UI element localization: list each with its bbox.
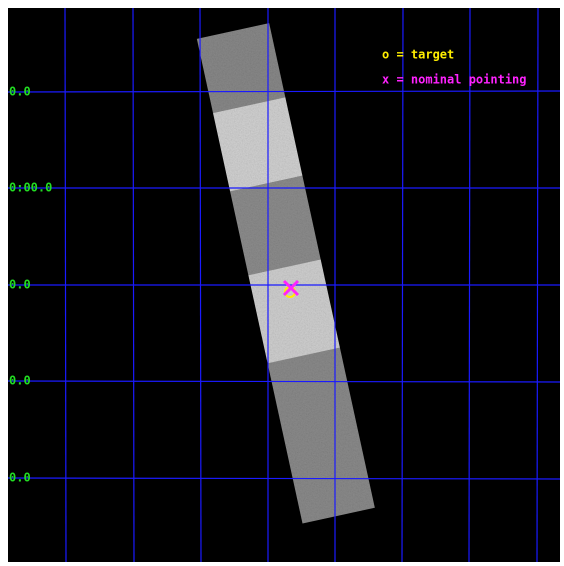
axis-labels: 0.0 0:00.0 0.0 0.0 0.0 [9, 85, 52, 485]
axis-label: 0.0 [9, 471, 31, 485]
dark-band [267, 347, 375, 524]
grid-line [7, 477, 561, 480]
dark-band [230, 175, 321, 276]
dark-band [196, 23, 286, 114]
light-band [213, 97, 303, 192]
axis-label: 0.0 [9, 374, 31, 388]
axis-label: 0.0 [9, 278, 31, 292]
nominal-pointing-marker [282, 279, 300, 297]
grid-line [7, 90, 561, 93]
grid-line [7, 380, 561, 383]
coordinate-grid [7, 7, 561, 563]
axis-label: 0.0 [9, 85, 31, 99]
legend-pointing: x = nominal pointing [382, 73, 527, 87]
axis-label: 0:00.0 [9, 181, 52, 195]
legend-target: o = target [382, 48, 454, 62]
